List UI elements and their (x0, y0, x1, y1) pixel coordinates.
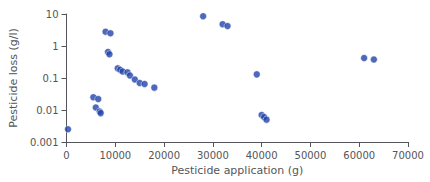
svg-text:10: 10 (46, 9, 59, 20)
svg-text:10000: 10000 (99, 150, 131, 161)
svg-text:0.01: 0.01 (36, 105, 58, 116)
svg-text:40000: 40000 (246, 150, 278, 161)
svg-text:0: 0 (63, 150, 69, 161)
svg-text:20000: 20000 (148, 150, 180, 161)
svg-text:1: 1 (52, 41, 58, 52)
svg-text:Pesticide loss (g/l): Pesticide loss (g/l) (7, 28, 20, 128)
svg-text:60000: 60000 (343, 150, 375, 161)
svg-text:70000: 70000 (392, 150, 424, 161)
svg-text:Pesticide application (g): Pesticide application (g) (171, 164, 303, 177)
svg-text:30000: 30000 (197, 150, 229, 161)
svg-text:50000: 50000 (295, 150, 327, 161)
svg-text:0.001: 0.001 (30, 137, 59, 148)
svg-text:0.1: 0.1 (43, 73, 59, 84)
